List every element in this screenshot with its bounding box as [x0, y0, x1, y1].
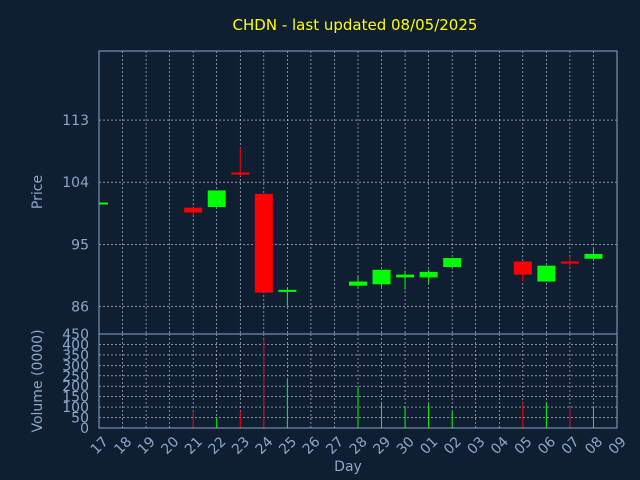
candle-body	[278, 289, 297, 292]
x-tick-label: 09	[606, 434, 630, 458]
candle-body	[184, 207, 203, 213]
volume-tick-label: 450	[62, 327, 89, 343]
candle-body	[537, 265, 556, 282]
candle-body	[231, 172, 250, 175]
x-tick-label: 22	[206, 434, 230, 458]
x-tick-label: 05	[512, 434, 536, 458]
x-tick-label: 24	[253, 434, 277, 458]
price-tick-label: 104	[62, 175, 89, 191]
x-tick-label: 26	[300, 434, 324, 458]
x-tick-label: 20	[158, 434, 182, 458]
x-tick-label: 28	[347, 434, 371, 458]
volume-tick-label: 400	[62, 337, 89, 353]
volume-tick-label: 0	[80, 421, 89, 437]
x-tick-label: 17	[88, 434, 112, 458]
volume-axis-label: Volume (0000)	[30, 329, 46, 432]
x-tick-label: 03	[465, 434, 489, 458]
price-tick-label: 86	[71, 299, 89, 315]
candle-body	[419, 271, 438, 278]
candle-body	[349, 281, 367, 286]
price-tick-label: 113	[62, 113, 89, 129]
x-tick-label: 19	[135, 434, 159, 458]
candle-body	[207, 190, 226, 207]
candle-body	[513, 261, 532, 275]
volume-tick-label: 150	[62, 390, 89, 406]
x-tick-label: 27	[323, 434, 347, 458]
candle-body	[372, 269, 391, 285]
x-tick-label: 08	[582, 434, 606, 458]
candle-body	[396, 274, 415, 278]
x-tick-label: 01	[417, 434, 441, 458]
x-tick-label: 07	[559, 434, 583, 458]
price-axis-label: Price	[30, 175, 46, 209]
volume-tick-label: 300	[62, 358, 89, 374]
x-tick-label: 18	[111, 434, 135, 458]
candle-body	[99, 202, 108, 205]
volume-plot-frame	[98, 333, 618, 429]
candle-body	[584, 253, 603, 259]
x-tick-label: 23	[229, 434, 253, 458]
candle-body	[443, 258, 462, 268]
volume-tick-label: 100	[62, 400, 89, 416]
x-tick-label: 02	[441, 434, 465, 458]
x-tick-label: 29	[370, 434, 394, 458]
volume-tick-label: 250	[62, 369, 89, 385]
volume-tick-label: 350	[62, 348, 89, 364]
volume-tick-label: 200	[62, 379, 89, 395]
candle-body	[560, 261, 579, 264]
x-axis-label: Day	[334, 459, 362, 475]
x-tick-label: 04	[488, 434, 512, 458]
x-tick-label: 21	[182, 434, 206, 458]
x-tick-label: 06	[535, 434, 559, 458]
price-tick-label: 95	[71, 237, 89, 253]
candle-body	[254, 193, 273, 293]
chart-title: CHDN - last updated 08/05/2025	[233, 16, 478, 34]
x-tick-label: 30	[394, 434, 418, 458]
volume-tick-label: 50	[71, 411, 89, 427]
x-tick-label: 25	[276, 434, 300, 458]
